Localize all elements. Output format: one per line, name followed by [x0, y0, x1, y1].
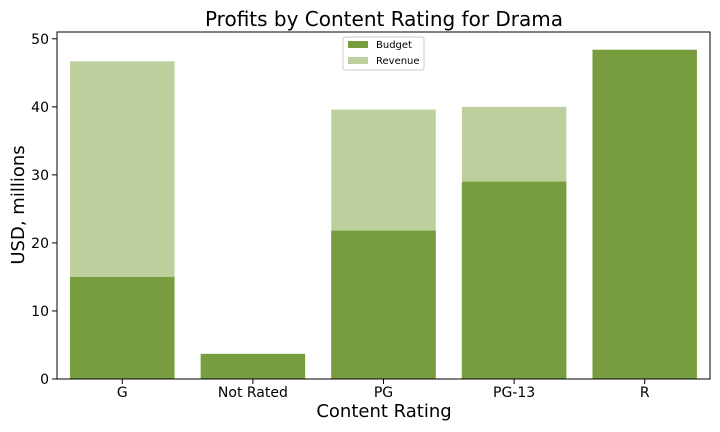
x-tick-label: Not Rated — [218, 385, 288, 401]
x-tick-label: PG — [374, 385, 393, 401]
budget-bars — [70, 49, 697, 379]
y-tick-label: 10 — [31, 304, 49, 320]
y-tick-label: 30 — [31, 168, 49, 184]
plot-frame — [56, 31, 711, 380]
y-tick-label: 0 — [40, 372, 49, 388]
legend-swatch-budget — [348, 41, 368, 48]
y-tick-label: 20 — [31, 236, 49, 252]
x-tick-label: PG-13 — [493, 385, 535, 401]
x-tick-label: G — [117, 385, 128, 401]
y-tick-label: 40 — [31, 100, 49, 116]
legend-label-budget: Budget — [376, 40, 412, 51]
y-axis-title: USD, millions — [8, 145, 29, 264]
chart-title: Profits by Content Rating for Drama — [205, 7, 563, 31]
y-tick-label: 50 — [31, 32, 49, 48]
x-axis-title: Content Rating — [316, 401, 451, 422]
budget-bar-pg — [331, 230, 436, 379]
budget-bar-g — [70, 276, 175, 379]
legend-label-revenue: Revenue — [376, 56, 420, 67]
legend: Budget Revenue — [342, 36, 425, 71]
legend-swatch-revenue — [348, 57, 368, 64]
budget-bar-pg-13 — [461, 181, 567, 379]
budget-bar-not-rated — [200, 353, 306, 379]
y-axis-ticks: 0 10 20 30 40 50 — [31, 32, 57, 388]
x-axis-ticks: G Not Rated PG PG-13 R — [117, 379, 650, 401]
budget-bar-r — [592, 49, 697, 379]
x-tick-label: R — [640, 385, 650, 401]
